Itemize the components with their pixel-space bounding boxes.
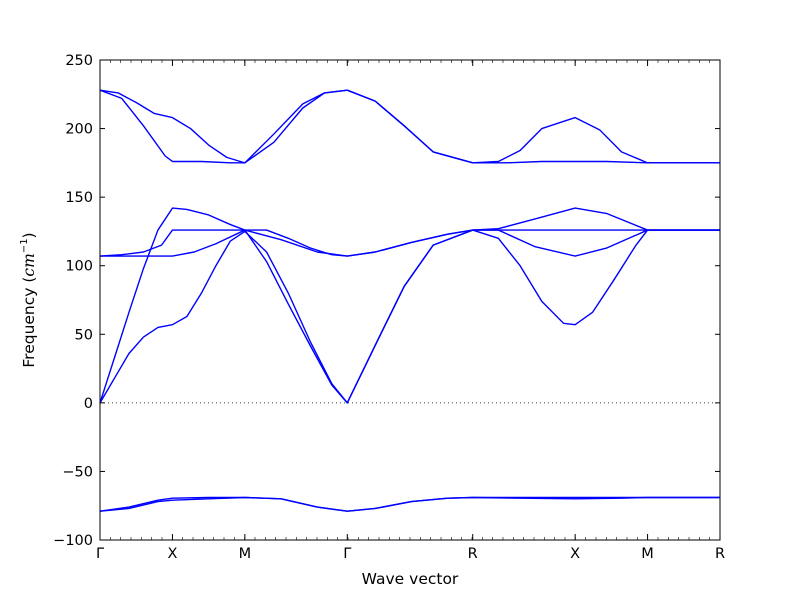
- series-layer: [99, 89, 720, 512]
- y-axis-label-exponent: −1: [19, 238, 30, 253]
- x-tick-label: X: [167, 546, 177, 562]
- y-tick-label: 50: [75, 327, 93, 343]
- series-line-8: [99, 496, 720, 512]
- y-tick-label: 150: [65, 190, 93, 206]
- y-tick-label: −100: [53, 533, 93, 549]
- x-tick-label: M: [239, 546, 252, 562]
- y-tick-label: −50: [62, 464, 93, 480]
- axes-frame: [99, 59, 721, 541]
- x-tick-label: X: [570, 546, 580, 562]
- x-axis-label: Wave vector: [362, 570, 459, 588]
- series-line-1: [99, 89, 720, 164]
- y-tick-label: 0: [84, 396, 93, 412]
- ticks-layer: [99, 59, 721, 541]
- y-tick-label: 250: [65, 53, 93, 69]
- y-tick-label: 100: [65, 259, 93, 275]
- x-tick-label: M: [641, 546, 654, 562]
- x-tick-label: R: [715, 546, 725, 562]
- y-axis-label-unit: cm: [20, 253, 38, 276]
- x-tick-label: Γ: [96, 546, 104, 562]
- y-axis-label-close: ): [20, 232, 38, 238]
- labels-layer: −100 −50 0 50 100 150 200 250 Γ X M Γ R X M R: [53, 53, 725, 562]
- series-line-4: [100, 229, 720, 257]
- y-tick-label: 200: [65, 122, 93, 138]
- series-line-7: [99, 496, 720, 512]
- series-line-5: [99, 207, 720, 404]
- x-tick-label: Γ: [343, 546, 351, 562]
- y-axis-label-main: Frequency (: [20, 277, 38, 368]
- series-line-6: [99, 229, 720, 404]
- x-tick-label: R: [468, 546, 478, 562]
- series-line-2: [99, 89, 720, 164]
- y-axis-label: Frequency (cm−1): [19, 232, 38, 367]
